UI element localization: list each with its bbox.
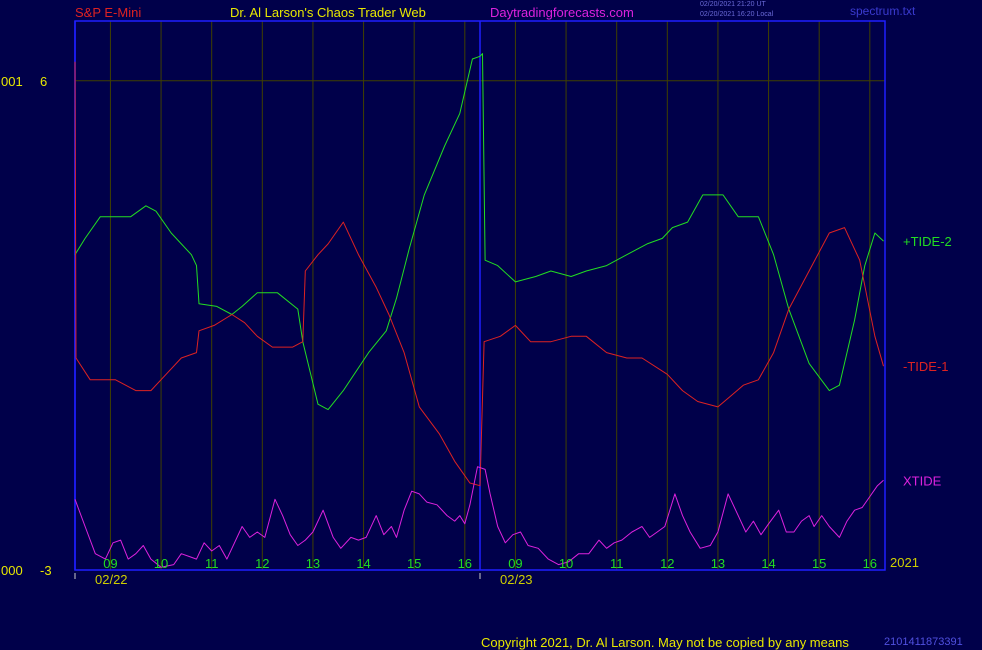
x-tick-label: 09 (508, 556, 522, 571)
series-label: +TIDE-2 (903, 234, 952, 249)
axis-labels: +TIDE-2 -TIDE-1 XTIDE 001 6 000 -3 09 10 11 12 13 14… (1, 74, 952, 587)
x-tick-label: 11 (610, 556, 624, 571)
date-label: 02/23 (500, 572, 533, 587)
y-tick-label: 6 (40, 74, 47, 89)
x-tick-label: 12 (660, 556, 674, 571)
x-tick-label: 14 (761, 556, 775, 571)
data-file-label: spectrum.txt (850, 4, 916, 18)
footer-id: 2101411873391 (884, 636, 963, 648)
timestamp-local: 02/20/2021 16:20 Local (700, 11, 774, 18)
timestamp-ut: 02/20/2021 21:20 UT (700, 1, 766, 8)
series-label: -TIDE-1 (903, 359, 949, 374)
series-lines (74, 53, 884, 568)
series-label: XTIDE (903, 473, 942, 488)
chart-title: Dr. Al Larson's Chaos Trader Web (230, 5, 426, 20)
site-link[interactable]: Daytradingforecasts.com (490, 5, 634, 20)
x-tick-label: 15 (407, 556, 421, 571)
date-label: 02/22 (95, 572, 128, 587)
y-tick-prefix: 001 (1, 74, 23, 89)
y-tick-prefix: 000 (1, 563, 23, 578)
x-tick-label: 12 (255, 556, 269, 571)
copyright-text: Copyright 2021, Dr. Al Larson. May not b… (481, 635, 849, 650)
x-tick-label: 10 (154, 556, 168, 571)
x-tick-label: 14 (356, 556, 370, 571)
year-label: 2021 (890, 555, 919, 570)
x-tick-label: 16 (458, 556, 472, 571)
x-tick-label: 09 (103, 556, 117, 571)
y-tick-label: -3 (40, 563, 52, 578)
x-tick-label: 13 (711, 556, 725, 571)
series-line--tide-2 (74, 53, 884, 411)
series-line-xtide (74, 466, 884, 568)
x-tick-label: 13 (306, 556, 320, 571)
x-tick-label: 10 (559, 556, 573, 571)
instrument-label: S&P E-Mini (75, 5, 142, 20)
plot-frame (74, 20, 886, 579)
x-tick-label: 16 (863, 556, 877, 571)
series-line--tide-1 (74, 61, 884, 487)
x-tick-label: 15 (812, 556, 826, 571)
x-tick-label: 11 (205, 556, 219, 571)
